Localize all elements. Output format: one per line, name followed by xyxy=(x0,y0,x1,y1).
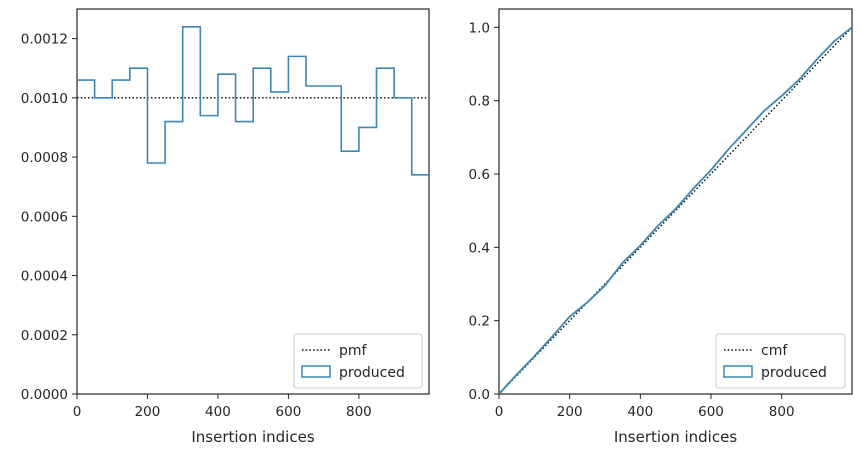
left-x-axis-label: Insertion indices xyxy=(191,428,314,446)
left-x-axis: 0 200 400 600 800 xyxy=(73,394,372,420)
y-tick-label: 0.4 xyxy=(469,240,490,256)
series-produced xyxy=(499,26,852,394)
x-tick-label: 400 xyxy=(627,404,653,420)
y-tick-label: 0.2 xyxy=(469,314,490,330)
right-x-axis: 0 200 400 600 800 xyxy=(495,394,795,420)
y-tick-label: 0.0004 xyxy=(21,269,68,285)
y-tick-label: 0.0000 xyxy=(21,387,68,403)
y-tick-label: 0.0002 xyxy=(21,328,68,344)
legend-box xyxy=(293,333,423,389)
x-tick-label: 400 xyxy=(205,404,231,420)
legend-label-produced: produced xyxy=(339,365,405,381)
legend-swatch-produced xyxy=(301,365,331,378)
legend-label-cmf: cmf xyxy=(761,343,788,359)
y-tick-label: 0.6 xyxy=(469,167,490,183)
x-tick-label: 600 xyxy=(276,404,302,420)
y-tick-label: 0.8 xyxy=(469,94,490,110)
left-series xyxy=(77,25,429,176)
x-tick-label: 200 xyxy=(135,404,161,420)
y-tick-label: 0.0006 xyxy=(21,209,68,225)
legend-swatch-produced xyxy=(723,365,753,378)
y-tick-label: 1.0 xyxy=(469,20,490,36)
y-tick-label: 0.0012 xyxy=(21,32,68,48)
x-tick-label: 0 xyxy=(73,404,82,420)
y-tick-label: 0.0008 xyxy=(21,150,68,166)
right-series xyxy=(499,26,852,394)
series-produced xyxy=(77,25,429,176)
legend-label-produced: produced xyxy=(761,365,827,381)
left-chart-pmf: 0.0000 0.0002 0.0004 0.0006 0.0008 0.0010 0.00… xyxy=(21,8,430,446)
right-chart-cmf: 0.0 0.2 0.4 0.6 0.8 1.0 0 200 400 600 800 Inserti… xyxy=(469,8,853,446)
right-y-axis: 0.0 0.2 0.4 0.6 0.8 1.0 xyxy=(469,20,499,403)
x-tick-label: 800 xyxy=(346,404,372,420)
left-y-axis: 0.0000 0.0002 0.0004 0.0006 0.0008 0.0010 0.00… xyxy=(21,32,77,403)
x-tick-label: 0 xyxy=(495,404,504,420)
legend-box xyxy=(715,333,846,389)
right-legend: cmf produced xyxy=(715,333,846,389)
y-tick-label: 0.0 xyxy=(469,387,490,403)
legend-label-pmf: pmf xyxy=(339,343,368,359)
left-legend: pmf produced xyxy=(293,333,423,389)
left-plot-frame xyxy=(76,8,430,395)
x-tick-label: 600 xyxy=(698,404,724,420)
x-tick-label: 200 xyxy=(557,404,583,420)
y-tick-label: 0.0010 xyxy=(21,91,68,107)
x-tick-label: 800 xyxy=(769,404,795,420)
right-x-axis-label: Insertion indices xyxy=(614,428,737,446)
right-plot-frame xyxy=(498,8,853,395)
